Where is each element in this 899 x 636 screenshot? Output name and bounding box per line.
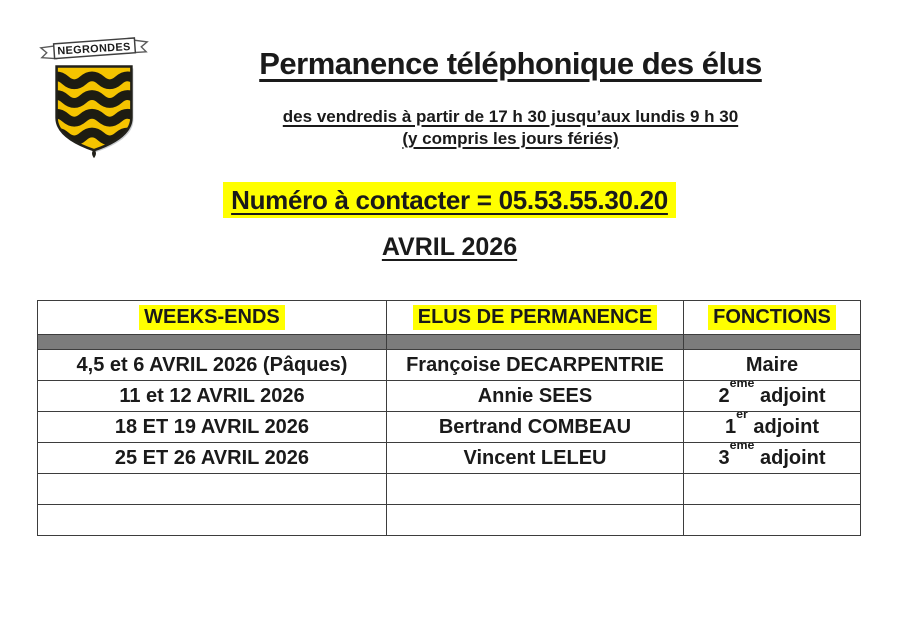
col-header-elus: ELUS DE PERMANENCE	[385, 300, 685, 335]
subtitle-line1: des vendredis à partir de 17 h 30 jusqu’…	[282, 107, 739, 126]
logo-banner-text: NEGRONDES	[57, 41, 131, 57]
fonction-cell: 1er adjoint	[683, 411, 861, 443]
subtitle: des vendredis à partir de 17 h 30 jusqu’…	[150, 106, 871, 150]
separator-cell	[37, 334, 387, 350]
contact-line: Numéro à contacter = 05.53.55.30.20	[0, 182, 899, 218]
separator-row	[37, 334, 861, 350]
empty-cell	[683, 504, 861, 536]
logo-banner: NEGRONDES	[39, 37, 149, 60]
elu-cell: Vincent LELEU	[385, 442, 685, 474]
col-header-fonctions: FONCTIONS	[683, 300, 861, 335]
separator-cell	[385, 334, 685, 350]
fonction-cell: 3ème adjoint	[683, 442, 861, 474]
month-title: AVRIL 2026	[381, 233, 518, 261]
contact-number-highlight: Numéro à contacter = 05.53.55.30.20	[223, 182, 676, 218]
empty-cell	[385, 473, 685, 505]
weekend-cell: 25 ET 26 AVRIL 2026	[37, 442, 387, 474]
elu-cell: Bertrand COMBEAU	[385, 411, 685, 443]
empty-row	[37, 473, 861, 505]
col-header-weekends: WEEKS-ENDS	[37, 300, 387, 335]
shield-tip	[92, 149, 96, 159]
table-header-row: WEEKS-ENDS ELUS DE PERMANENCE FONCTIONS	[37, 300, 861, 335]
logo-shield	[55, 65, 134, 159]
weekend-cell: 18 ET 19 AVRIL 2026	[37, 411, 387, 443]
table-row: 4,5 et 6 AVRIL 2026 (Pâques) Françoise D…	[37, 349, 861, 381]
empty-cell	[385, 504, 685, 536]
table-row: 25 ET 26 AVRIL 2026 Vincent LELEU 3ème a…	[37, 442, 861, 474]
weekend-cell: 11 et 12 AVRIL 2026	[37, 380, 387, 412]
empty-cell	[683, 473, 861, 505]
empty-row	[37, 504, 861, 536]
municipal-logo: NEGRONDES	[0, 34, 150, 166]
separator-cell	[683, 334, 861, 350]
empty-cell	[37, 473, 387, 505]
table-row: 18 ET 19 AVRIL 2026 Bertrand COMBEAU 1er…	[37, 411, 861, 443]
page-title: Permanence téléphonique des élus	[259, 46, 762, 81]
subtitle-line2: (y compris les jours fériés)	[402, 129, 619, 148]
fonction-cell: 2ème adjoint	[683, 380, 861, 412]
elu-cell: Annie SEES	[385, 380, 685, 412]
empty-cell	[37, 504, 387, 536]
schedule-table-container: WEEKS-ENDS ELUS DE PERMANENCE FONCTIONS …	[37, 300, 861, 536]
document-header: NEGRONDES	[0, 0, 899, 166]
weekend-cell: 4,5 et 6 AVRIL 2026 (Pâques)	[37, 349, 387, 381]
coat-of-arms-icon: NEGRONDES	[39, 37, 149, 159]
title-block: Permanence téléphonique des élus des ven…	[150, 34, 899, 150]
schedule-table: WEEKS-ENDS ELUS DE PERMANENCE FONCTIONS …	[37, 300, 861, 536]
elu-cell: Françoise DECARPENTRIE	[385, 349, 685, 381]
fonction-cell: Maire	[683, 349, 861, 381]
table-row: 11 et 12 AVRIL 2026 Annie SEES 2ème adjo…	[37, 380, 861, 412]
